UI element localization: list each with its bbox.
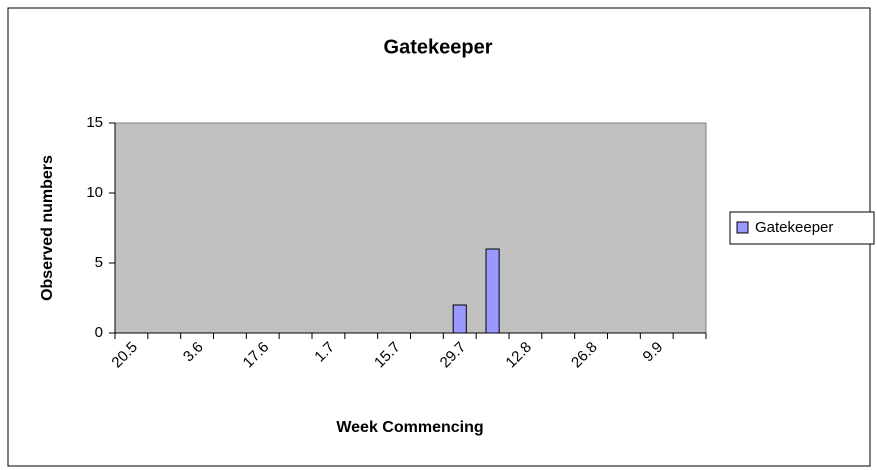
legend-swatch [736, 221, 749, 234]
y-tick-label: 0 [95, 324, 103, 341]
chart-title: Gatekeeper [384, 36, 493, 58]
y-tick-label: 10 [86, 184, 103, 201]
plot-area [114, 122, 707, 334]
y-axis-title: Observed numbers [39, 155, 56, 301]
legend-box [729, 211, 875, 245]
bar [452, 304, 467, 334]
legend-label: Gatekeeper [755, 219, 833, 236]
bar [485, 248, 500, 334]
y-tick-label: 5 [95, 254, 103, 271]
x-axis-title: Week Commencing [336, 419, 483, 436]
y-tick-label: 15 [86, 114, 103, 131]
